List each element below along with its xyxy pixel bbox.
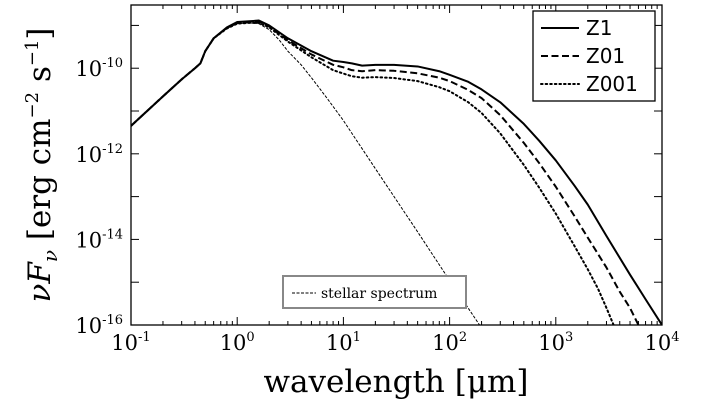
x-tick-base: 10 bbox=[220, 331, 247, 355]
y-axis-label-units-close: ] bbox=[22, 27, 58, 39]
x-tick-label: 104 bbox=[644, 330, 679, 355]
inset-legend-frame bbox=[282, 275, 467, 309]
y-tick-label: 10-12 bbox=[75, 142, 123, 167]
y-tick-label: 10-10 bbox=[75, 56, 123, 81]
plot-frame bbox=[130, 4, 663, 326]
y-axis-label-subscript: ν bbox=[38, 250, 62, 262]
series-line-stellar-spectrum bbox=[131, 22, 481, 325]
inset-legend: stellar spectrum bbox=[282, 275, 467, 309]
inset-legend-label: stellar spectrum bbox=[321, 286, 437, 302]
x-tick-label: 103 bbox=[538, 330, 573, 355]
y-axis-label: νFν [erg cm−2 s−1] bbox=[22, 27, 62, 302]
x-tick-exp: 4 bbox=[671, 330, 679, 345]
legend-label-z1: Z1 bbox=[586, 16, 612, 40]
x-tick-label: 102 bbox=[432, 330, 467, 355]
y-axis-label-units-open: [erg cm bbox=[22, 118, 58, 250]
y-tick-base: 10 bbox=[75, 57, 102, 81]
legend-label-z001: Z001 bbox=[586, 72, 638, 96]
y-axis-label-units-exp1: −2 bbox=[22, 92, 43, 119]
legend-items: Z1 Z01 Z001 bbox=[540, 16, 638, 96]
x-tick-base: 10 bbox=[326, 331, 353, 355]
y-tick-base: 10 bbox=[75, 228, 102, 252]
y-tick-exp: -10 bbox=[102, 56, 123, 71]
y-tick-exp: -14 bbox=[102, 227, 123, 242]
legend: Z1 Z01 Z001 bbox=[532, 10, 656, 102]
y-tick-exp: -12 bbox=[102, 142, 123, 157]
y-axis-label-units-exp2: −1 bbox=[22, 40, 43, 67]
x-tick-label: 10-1 bbox=[111, 330, 150, 355]
x-tick-labels: 10-1 100 101 102 103 104 bbox=[111, 330, 679, 355]
x-axis-label: wavelength [μm] bbox=[264, 364, 529, 400]
y-tick-label: 10-16 bbox=[75, 313, 123, 338]
x-tick-base: 10 bbox=[538, 331, 565, 355]
y-axis-label-units-mid: s bbox=[22, 66, 58, 92]
y-tick-label: 10-14 bbox=[75, 227, 123, 252]
x-tick-exp: 3 bbox=[565, 330, 573, 345]
y-axis-label-symbol: νF bbox=[22, 261, 58, 303]
x-tick-label: 100 bbox=[220, 330, 255, 355]
ticks-layer bbox=[130, 5, 663, 326]
y-tick-base: 10 bbox=[75, 314, 102, 338]
x-tick-exp: 0 bbox=[246, 330, 254, 345]
y-tick-base: 10 bbox=[75, 143, 102, 167]
x-tick-exp: -1 bbox=[138, 330, 151, 345]
x-tick-base: 10 bbox=[111, 331, 138, 355]
x-tick-base: 10 bbox=[644, 331, 671, 355]
y-tick-exp: -16 bbox=[102, 313, 123, 328]
x-tick-exp: 1 bbox=[353, 330, 361, 345]
x-tick-base: 10 bbox=[432, 331, 459, 355]
x-tick-label: 101 bbox=[326, 330, 361, 355]
legend-label-z01: Z01 bbox=[586, 44, 625, 68]
x-tick-exp: 2 bbox=[459, 330, 467, 345]
series-layer bbox=[131, 19, 662, 325]
